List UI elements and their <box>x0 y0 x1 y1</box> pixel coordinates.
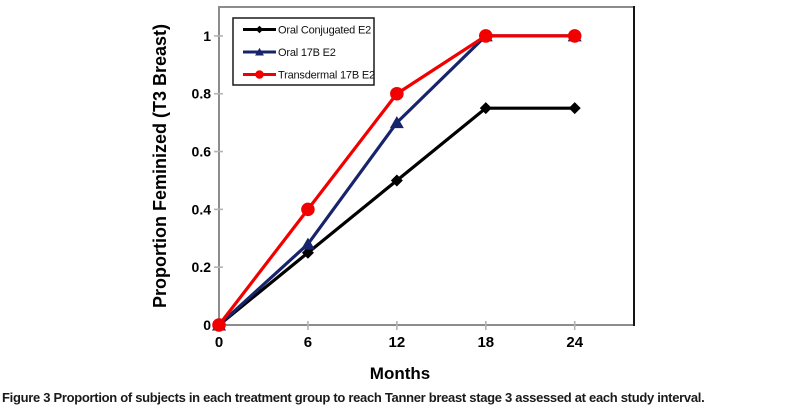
legend-entry-oral-conjugated-e2: Oral Conjugated E2 <box>243 25 371 37</box>
marker-transdermal-17b-e2-0 <box>212 318 226 332</box>
x-tick-label: 12 <box>389 334 406 351</box>
marker-transdermal-17b-e2-12 <box>390 86 404 101</box>
series-oral-conjugated-e2 <box>213 102 581 331</box>
y-tick-label: 0.4 <box>192 201 212 217</box>
marker-oral-17b-e2-6 <box>300 237 315 250</box>
figure-caption: Figure 3 Proportion of subjects in each … <box>2 390 762 406</box>
series-line-oral-conjugated-e2 <box>217 106 577 327</box>
legend-marker-circle <box>255 70 264 79</box>
legend-marker-diamond <box>255 25 264 34</box>
x-tick-label: 24 <box>566 334 583 351</box>
marker-oral-conjugated-e2-24 <box>568 102 581 115</box>
y-tick-label: 0.6 <box>192 144 212 160</box>
figure-caption-label: Figure 3 <box>2 390 51 405</box>
legend-label: Transdermal 17B E2 <box>278 70 375 82</box>
marker-oral-conjugated-e2-18 <box>479 102 492 115</box>
x-tick-label: 18 <box>477 334 494 351</box>
x-axis-title: Months <box>370 364 430 383</box>
y-tick-label: 0.2 <box>192 259 212 275</box>
legend-entry-transdermal-17b-e2: Transdermal 17B E2 <box>243 70 375 82</box>
y-tick-label: 0.8 <box>192 86 212 102</box>
legend: Oral Conjugated E2 Oral 17B E2 Transdermal… <box>232 17 375 86</box>
marker-transdermal-17b-e2-24 <box>567 29 582 43</box>
legend-marker-triangle <box>255 47 264 56</box>
series-transdermal-17b-e2 <box>212 29 582 332</box>
x-tick-label: 0 <box>215 334 223 351</box>
marker-oral-conjugated-e2-12 <box>390 174 403 187</box>
marker-oral-conjugated-e2-6 <box>301 246 314 259</box>
legend-label: Oral 17B E2 <box>278 47 336 59</box>
y-axis-title: Proportion Feminized (T3 Breast) <box>150 24 170 308</box>
marker-oral-17b-e2-12 <box>389 116 404 129</box>
line-chart: 0 6 12 18 24 0 0.2 0.4 0.6 0.8 1 Months Proportion F… <box>150 6 635 383</box>
y-tick-label: 0 <box>203 317 211 333</box>
legend-entry-oral-17b-e2: Oral 17B E2 <box>243 47 336 59</box>
y-tick-label: 1 <box>203 28 211 44</box>
legend-label: Oral Conjugated E2 <box>278 25 371 37</box>
marker-transdermal-17b-e2-6 <box>301 202 315 217</box>
figure-caption-text: Proportion of subjects in each treatment… <box>53 390 705 405</box>
marker-transdermal-17b-e2-18 <box>479 29 493 43</box>
x-tick-label: 6 <box>304 334 312 351</box>
